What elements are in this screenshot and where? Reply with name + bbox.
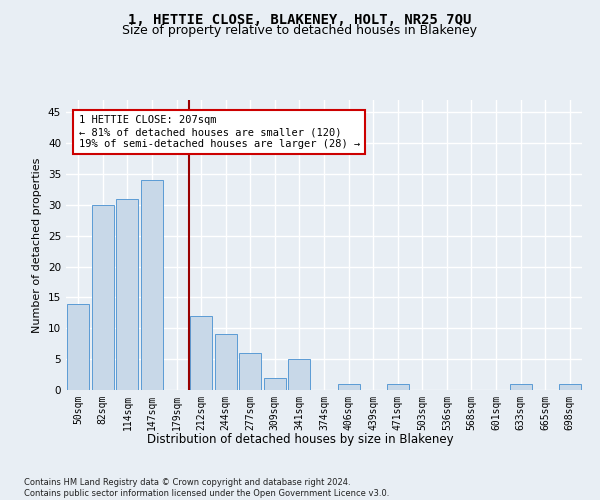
- Text: 1, HETTIE CLOSE, BLAKENEY, HOLT, NR25 7QU: 1, HETTIE CLOSE, BLAKENEY, HOLT, NR25 7Q…: [128, 12, 472, 26]
- Bar: [386, 384, 409, 390]
- Text: Size of property relative to detached houses in Blakeney: Size of property relative to detached ho…: [122, 24, 478, 37]
- Text: Contains HM Land Registry data © Crown copyright and database right 2024.
Contai: Contains HM Land Registry data © Crown c…: [24, 478, 389, 498]
- Bar: [338, 384, 359, 390]
- Bar: [190, 316, 212, 390]
- Bar: [509, 384, 532, 390]
- Y-axis label: Number of detached properties: Number of detached properties: [32, 158, 43, 332]
- Bar: [239, 353, 262, 390]
- Bar: [92, 205, 114, 390]
- Bar: [559, 384, 581, 390]
- Bar: [67, 304, 89, 390]
- Bar: [116, 198, 139, 390]
- Text: 1 HETTIE CLOSE: 207sqm
← 81% of detached houses are smaller (120)
19% of semi-de: 1 HETTIE CLOSE: 207sqm ← 81% of detached…: [79, 116, 360, 148]
- Bar: [289, 359, 310, 390]
- Bar: [215, 334, 237, 390]
- Bar: [264, 378, 286, 390]
- Text: Distribution of detached houses by size in Blakeney: Distribution of detached houses by size …: [146, 432, 454, 446]
- Bar: [141, 180, 163, 390]
